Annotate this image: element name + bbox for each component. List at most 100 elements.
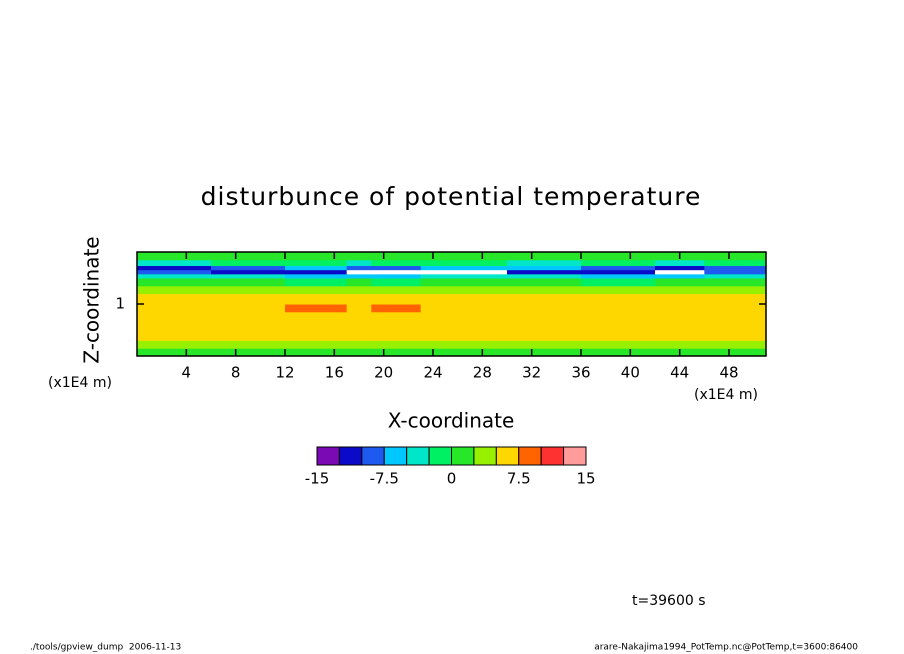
colorbar-box (473, 446, 497, 466)
field-cell (581, 278, 656, 287)
field-cell (655, 293, 705, 305)
field-cell (211, 273, 286, 279)
x-axis-label: X-coordinate (388, 409, 515, 433)
field-cell (655, 273, 705, 279)
field-cell (137, 311, 212, 341)
colorbar-box (451, 446, 475, 466)
field-cell (371, 252, 422, 261)
x-tick-label: 48 (719, 364, 738, 382)
field-cell (507, 278, 582, 287)
field-cell (581, 311, 656, 341)
field-cell (420, 293, 508, 305)
field-cell (285, 265, 348, 271)
field-cell (346, 252, 372, 261)
field-cell (371, 293, 422, 305)
field-cell (346, 285, 372, 295)
field-cell (346, 304, 372, 313)
field-cell (346, 265, 372, 271)
colorbar-box (338, 446, 363, 466)
field-cell (704, 273, 767, 279)
field-cell (655, 269, 705, 275)
x-tick-label: 8 (231, 364, 241, 382)
x-tick-label: 36 (571, 364, 590, 382)
field-cell (137, 273, 212, 279)
field-cell (704, 259, 767, 267)
field-cell (137, 293, 212, 305)
field-cell (211, 304, 286, 313)
field-cell (371, 273, 422, 279)
field-cell (704, 278, 767, 287)
field-cell (137, 259, 212, 267)
x-tick-label: 40 (621, 364, 640, 382)
field-cell (507, 304, 582, 313)
field-cell (211, 348, 286, 357)
field-cell (285, 304, 348, 313)
field-cell (285, 348, 348, 357)
field-cell (507, 269, 582, 275)
field-cell (420, 252, 508, 261)
field-cell (371, 348, 422, 357)
field-cell (507, 252, 582, 261)
field-cell (581, 304, 656, 313)
x-tick-label: 16 (325, 364, 344, 382)
field-cell (420, 278, 508, 287)
footer-right: arare-Nakajima1994_PotTemp.nc@PotTemp,t=… (594, 643, 858, 653)
field-cell (655, 278, 705, 287)
field-cell (285, 259, 348, 267)
field-cell (655, 265, 705, 271)
field-cell (581, 340, 656, 349)
field-cell (581, 269, 656, 275)
colorbar-box (361, 446, 385, 466)
field-cell (346, 348, 372, 357)
colorbar-box (518, 446, 542, 466)
colorbar-box (563, 446, 587, 466)
field-cell (211, 311, 286, 341)
field-cell (371, 340, 422, 349)
x-unit: (x1E4 m) (694, 387, 758, 403)
field-cell (371, 278, 422, 287)
field-cell (211, 340, 286, 349)
field-cell (507, 311, 582, 341)
field-cell (346, 278, 372, 287)
field-cell (211, 278, 286, 287)
field-cell (420, 285, 508, 295)
field-cell (211, 259, 286, 267)
field-cell (704, 252, 767, 261)
y-axis-label: Z-coordinate (80, 236, 104, 363)
field-cell (371, 311, 422, 341)
field-cell (420, 340, 508, 349)
field-cell (346, 273, 372, 279)
field-cell (211, 265, 286, 271)
x-tick-label: 12 (275, 364, 294, 382)
field-cell (507, 348, 582, 357)
footer-left: ./tools/gpview_dump 2006-11-13 (30, 643, 181, 653)
colorbar-box (406, 446, 430, 466)
field-cell (581, 348, 656, 357)
colorbar-tick-label: -7.5 (370, 470, 399, 488)
field-cell (655, 340, 705, 349)
field-cell (420, 269, 508, 275)
field-cell (137, 285, 212, 295)
field-cell (211, 293, 286, 305)
field-cell (346, 340, 372, 349)
field-cell (704, 311, 767, 341)
field-cell (285, 273, 348, 279)
colorbar-tick-label: -15 (305, 470, 330, 488)
field-cell (420, 348, 508, 357)
x-tick-label: 20 (374, 364, 393, 382)
field-cell (137, 304, 212, 313)
field-cell (211, 252, 286, 261)
colorbar-box (495, 446, 520, 466)
field-cell (285, 278, 348, 287)
field-cell (420, 265, 508, 271)
field-cell (581, 293, 656, 305)
colorbar-tick-label: 15 (576, 470, 595, 488)
x-tick-label: 24 (423, 364, 442, 382)
colorbar-box (428, 446, 453, 466)
field-cell (137, 348, 212, 357)
field-cell (655, 311, 705, 341)
field-cell (704, 269, 767, 275)
field-cell (420, 273, 508, 279)
field-cell (285, 269, 348, 275)
field-cell (211, 285, 286, 295)
